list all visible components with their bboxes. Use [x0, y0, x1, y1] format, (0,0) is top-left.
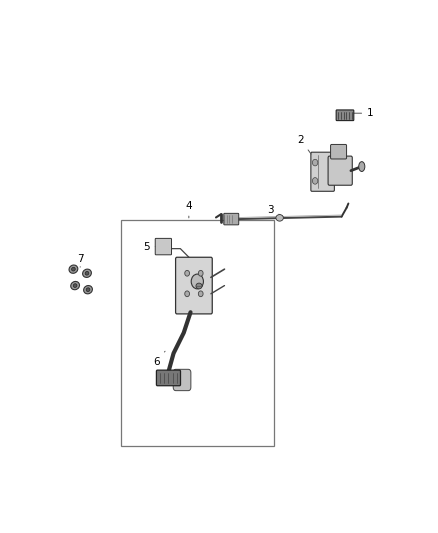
Circle shape — [312, 177, 318, 184]
FancyBboxPatch shape — [176, 257, 212, 314]
FancyBboxPatch shape — [156, 370, 180, 386]
FancyBboxPatch shape — [331, 144, 346, 159]
FancyBboxPatch shape — [311, 152, 334, 191]
Circle shape — [185, 270, 190, 276]
FancyBboxPatch shape — [336, 110, 354, 120]
Text: 1: 1 — [353, 108, 374, 118]
Ellipse shape — [71, 281, 80, 290]
Circle shape — [198, 270, 203, 276]
FancyBboxPatch shape — [155, 238, 172, 255]
Text: 3: 3 — [267, 205, 283, 216]
Ellipse shape — [71, 268, 75, 271]
FancyBboxPatch shape — [173, 369, 191, 391]
Ellipse shape — [276, 215, 283, 221]
Circle shape — [191, 274, 203, 289]
Text: 6: 6 — [153, 351, 165, 367]
Text: 5: 5 — [143, 241, 155, 252]
Ellipse shape — [69, 265, 78, 273]
Ellipse shape — [83, 269, 92, 277]
Ellipse shape — [359, 161, 365, 172]
Ellipse shape — [73, 284, 77, 287]
Circle shape — [185, 291, 190, 297]
Circle shape — [198, 291, 203, 297]
Ellipse shape — [86, 288, 90, 292]
Ellipse shape — [196, 283, 202, 289]
FancyBboxPatch shape — [224, 213, 239, 225]
Circle shape — [312, 159, 318, 166]
Text: 4: 4 — [186, 200, 192, 218]
Ellipse shape — [85, 271, 89, 275]
Text: 2: 2 — [297, 135, 311, 154]
Text: 7: 7 — [77, 254, 84, 267]
Ellipse shape — [84, 286, 92, 294]
FancyBboxPatch shape — [328, 156, 352, 185]
Bar — [121, 220, 274, 446]
